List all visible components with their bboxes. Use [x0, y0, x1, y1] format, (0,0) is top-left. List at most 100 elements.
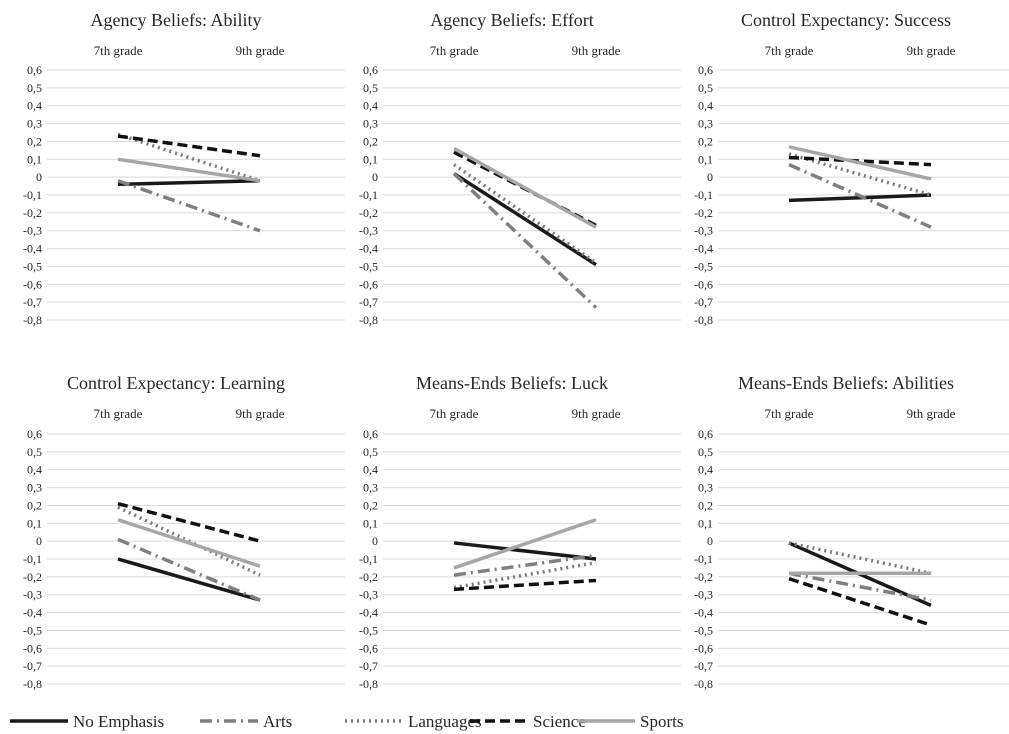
category-label: 7th grade — [94, 406, 143, 421]
y-tick-label: 0,2 — [27, 134, 42, 148]
panel-title: Means-Ends Beliefs: Luck — [416, 373, 608, 393]
y-tick-label: -0,8 — [359, 313, 378, 327]
y-tick-label: -0,8 — [23, 677, 42, 691]
category-label: 7th grade — [765, 406, 814, 421]
y-tick-label: -0,5 — [23, 259, 42, 273]
panel-1: Agency Beliefs: Ability 7th grade 9th grad… — [23, 10, 345, 327]
y-tick-label: -0,7 — [23, 659, 42, 673]
y-tick-label: -0,3 — [694, 224, 713, 238]
legend-label: Science — [533, 712, 586, 731]
legend-label: Arts — [263, 712, 292, 731]
y-tick-label: -0,8 — [23, 313, 42, 327]
y-tick-label: 0,1 — [698, 516, 713, 530]
y-tick-label: -0,2 — [694, 206, 713, 220]
y-tick-label: 0,1 — [27, 152, 42, 166]
y-tick-label: 0,4 — [698, 463, 713, 477]
y-tick-label: -0,3 — [23, 588, 42, 602]
panel-title: Control Expectancy: Learning — [67, 373, 285, 393]
legend-item: Sports — [577, 712, 683, 731]
series-line-arts — [453, 553, 597, 577]
series-line-science — [453, 578, 597, 592]
panel-3: Control Expectancy: Success 7th grade 9th … — [694, 10, 1009, 327]
y-tick-label: -0,7 — [694, 295, 713, 309]
y-tick-label: -0,3 — [23, 224, 42, 238]
y-tick-label: -0,5 — [359, 623, 378, 637]
y-tick-label: 0,1 — [363, 516, 378, 530]
y-tick-label: -0,7 — [359, 295, 378, 309]
y-tick-label: -0,1 — [694, 188, 713, 202]
series-line-sports — [117, 157, 261, 183]
y-tick-label: -0,1 — [359, 188, 378, 202]
y-tick-label: -0,5 — [359, 259, 378, 273]
y-tick-label: 0,2 — [27, 498, 42, 512]
y-tick-label: 0,6 — [363, 63, 378, 77]
legend-label: Languages — [408, 712, 482, 731]
y-tick-label: -0,8 — [694, 313, 713, 327]
series-line-sports — [453, 518, 597, 570]
y-tick-label: -0,4 — [694, 606, 713, 620]
series-line-no-emphasis — [117, 178, 261, 187]
y-tick-label: -0,4 — [694, 242, 713, 256]
y-tick-label: -0,6 — [359, 277, 378, 291]
y-tick-label: -0,6 — [694, 641, 713, 655]
y-tick-label: 0,4 — [27, 463, 42, 477]
series-line-languages — [117, 132, 261, 183]
y-tick-label: -0,5 — [694, 623, 713, 637]
y-tick-label: 0,2 — [698, 498, 713, 512]
y-tick-label: -0,3 — [359, 588, 378, 602]
panel-title: Means-Ends Beliefs: Abilities — [738, 373, 954, 393]
series-line-science — [117, 134, 261, 158]
y-tick-label: -0,3 — [359, 224, 378, 238]
category-label: 9th grade — [236, 43, 285, 58]
y-tick-label: -0,7 — [23, 295, 42, 309]
series-line-sports — [788, 145, 932, 181]
series-line-arts — [452, 172, 598, 309]
y-tick-label: 0,3 — [27, 481, 42, 495]
panel-title: Control Expectancy: Success — [741, 10, 951, 30]
y-tick-label: -0,1 — [23, 188, 42, 202]
y-tick-label: -0,6 — [359, 641, 378, 655]
y-tick-label: 0,4 — [363, 99, 378, 113]
series-line-sports — [117, 518, 261, 568]
series-line-languages — [788, 541, 932, 576]
y-tick-label: 0 — [707, 534, 713, 548]
series-line-science — [788, 577, 932, 627]
series-line-no-emphasis — [117, 557, 261, 602]
legend-label: Sports — [640, 712, 683, 731]
y-tick-label: -0,2 — [694, 570, 713, 584]
y-tick-label: 0 — [36, 170, 42, 184]
y-tick-label: -0,1 — [23, 552, 42, 566]
series-line-no-emphasis — [453, 541, 597, 561]
y-tick-label: 0,6 — [27, 427, 42, 441]
y-tick-label: 0,5 — [698, 81, 713, 95]
series-line-languages — [788, 152, 932, 197]
y-tick-label: -0,6 — [23, 641, 42, 655]
y-tick-label: 0,3 — [27, 117, 42, 131]
panels: Agency Beliefs: Ability 7th grade 9th grad… — [23, 10, 1009, 691]
y-tick-label: -0,2 — [23, 570, 42, 584]
y-tick-label: 0 — [372, 170, 378, 184]
category-label: 9th grade — [572, 43, 621, 58]
y-tick-label: 0,5 — [27, 81, 42, 95]
y-tick-label: 0,5 — [698, 445, 713, 459]
y-tick-label: 0,4 — [27, 99, 42, 113]
y-tick-label: 0,6 — [363, 427, 378, 441]
y-tick-label: -0,2 — [359, 570, 378, 584]
category-label: 9th grade — [572, 406, 621, 421]
y-tick-label: 0,2 — [363, 134, 378, 148]
series-line-arts — [117, 537, 261, 602]
legend: No Emphasis Arts Languages Science Sports — [10, 712, 683, 731]
y-tick-label: 0,2 — [698, 134, 713, 148]
y-tick-label: -0,7 — [694, 659, 713, 673]
legend-item: Science — [470, 712, 586, 731]
y-tick-label: -0,1 — [359, 552, 378, 566]
legend-item: No Emphasis — [10, 712, 164, 731]
y-tick-label: 0,1 — [27, 516, 42, 530]
y-tick-label: 0,5 — [363, 445, 378, 459]
series-line-no-emphasis — [453, 172, 597, 267]
series-line-arts — [788, 163, 932, 229]
legend-item: Arts — [200, 712, 292, 731]
y-tick-label: -0,5 — [694, 259, 713, 273]
legend-item: Languages — [345, 712, 482, 731]
